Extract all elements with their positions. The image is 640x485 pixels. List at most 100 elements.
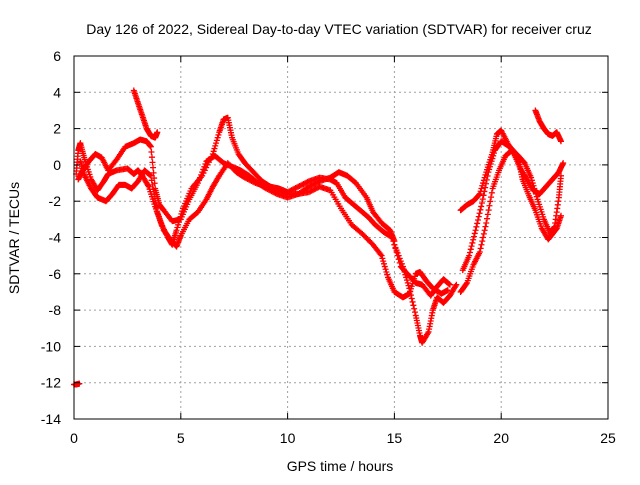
data-point [487,198,494,205]
data-point [401,268,408,275]
data-point [379,255,386,262]
data-point [532,188,539,195]
series-track-f [457,127,567,214]
data-point [392,244,399,251]
data-point [476,190,483,197]
x-axis-label: GPS time / hours [287,458,394,474]
data-point [382,266,389,273]
data-point [470,233,477,240]
data-point [484,215,491,222]
data-point [477,245,484,252]
y-axis-label: SDTVAR / TECUs [6,182,22,294]
data-point [173,227,180,234]
data-point [211,145,218,152]
data-point [472,227,479,234]
data-point [468,243,475,250]
data-point [147,172,154,179]
y-tick-label: -8 [49,302,62,318]
data-point [474,217,481,224]
data-point [470,236,477,243]
data-point [488,194,495,201]
data-point [304,178,311,185]
data-point [490,152,497,159]
data-point [486,166,493,173]
data-point [486,202,493,209]
y-tick-label: -6 [49,266,62,282]
data-point [466,249,473,256]
data-point [533,193,540,200]
series-track-c [75,136,398,245]
y-tick-label: 2 [53,121,61,137]
data-point [393,247,400,254]
data-point [154,129,161,136]
series-track-d [130,87,161,141]
data-point [405,282,412,289]
data-point [197,174,204,181]
data-point [403,274,410,281]
data-point [473,223,480,230]
data-point [174,224,181,231]
data-point [467,246,474,253]
data-point [479,238,486,245]
data-point [202,160,209,167]
data-point [528,177,535,184]
y-tick-label: -10 [41,338,61,354]
x-tick-label: 0 [70,430,78,446]
data-point [407,288,414,295]
data-point [201,163,208,170]
data-point [446,281,453,288]
data-point [150,164,157,171]
data-point [478,241,485,248]
data-point [214,134,221,141]
data-point [529,180,536,187]
data-point [482,184,489,191]
data-point [403,277,410,284]
data-point [477,206,484,213]
data-point [530,182,537,189]
y-tick-label: -2 [49,193,62,209]
data-point [485,169,492,176]
data-point [194,180,201,187]
data-point [153,204,160,211]
data-point [383,268,390,275]
data-point [453,281,460,288]
data-point [483,219,490,226]
data-point [532,190,539,197]
series-track-b [77,158,451,301]
data-point [411,309,418,316]
x-tick-label: 10 [280,430,296,446]
data-point [446,281,453,288]
data-point [147,143,154,150]
data-point [402,271,409,278]
data-point [272,190,279,197]
series-track-j [71,380,83,388]
data-point [199,169,206,176]
data-point [384,271,391,278]
data-point [476,210,483,217]
data-point [213,140,220,147]
data-point [469,239,476,246]
data-point [378,252,385,259]
data-point [478,203,485,210]
data-point [463,281,470,288]
series-track-e [391,241,460,346]
data-point [76,380,83,387]
data-point [479,196,486,203]
data-point [488,189,495,196]
data-point [148,154,155,161]
grid-lines [74,56,608,419]
data-point [404,279,411,286]
series-track-h [459,138,565,274]
data-point [480,234,487,241]
data-point [478,200,485,207]
data-point [213,137,220,144]
y-tick-label: -14 [41,411,61,427]
data-point [481,188,488,195]
data-markers [71,87,567,388]
y-tick-label: 4 [53,84,61,100]
data-point [474,220,481,227]
data-point [400,266,407,273]
data-point [198,171,205,178]
data-point [485,207,492,214]
x-tick-label: 20 [493,430,509,446]
